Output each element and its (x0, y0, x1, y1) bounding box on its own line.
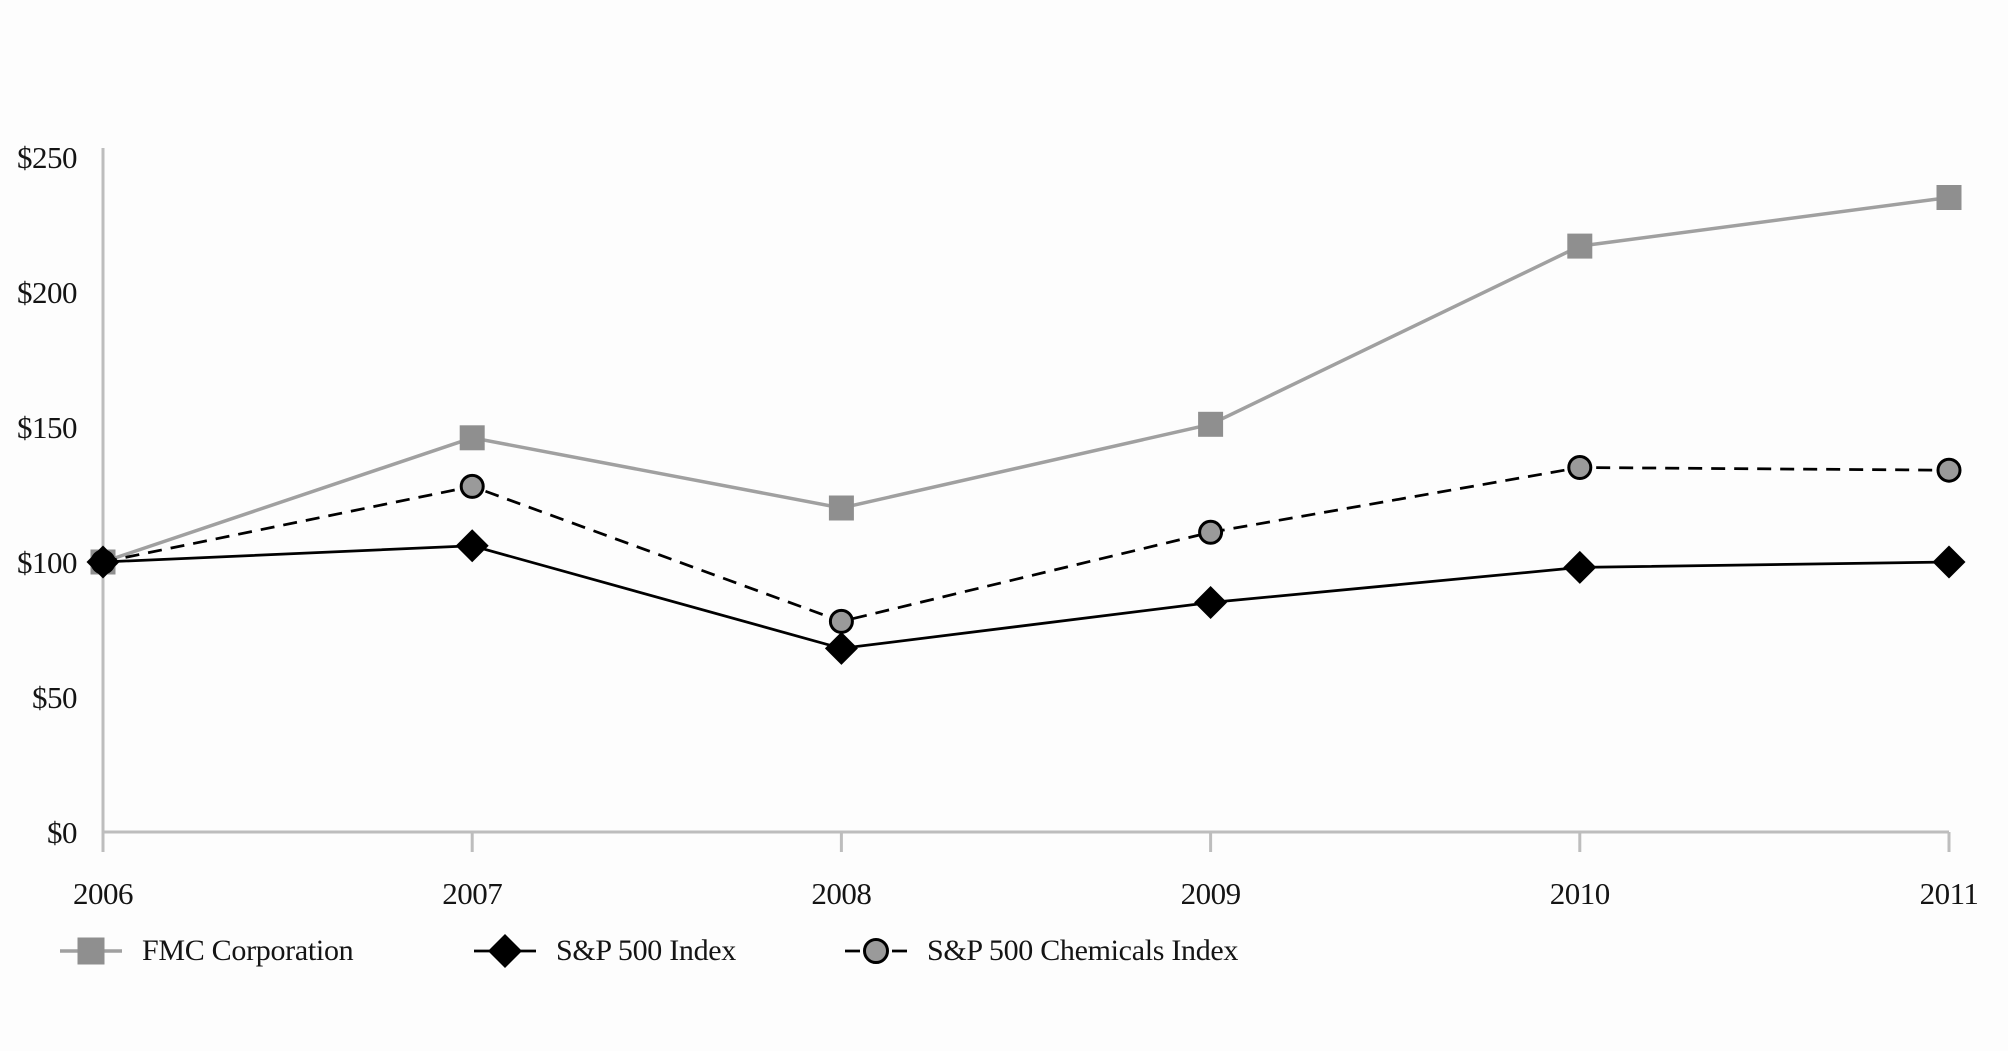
series-line-s-p-500-chemicals-index (102, 466, 1950, 623)
marker-circle (1198, 519, 1224, 545)
y-axis-label: $100 (17, 545, 77, 580)
legend-marker-square-icon (60, 937, 122, 965)
legend-circle (863, 938, 889, 964)
y-axis-label: $50 (32, 680, 77, 715)
x-axis-label: 2011 (1920, 876, 1979, 911)
legend-label-fmc-corporation: FMC Corporation (142, 934, 354, 967)
legend-item-fmc-corporation: FMC Corporation (58, 916, 354, 986)
y-axis-label: $250 (17, 140, 77, 175)
marker-circle (828, 608, 854, 634)
marker-square (459, 425, 485, 451)
marker-diamond (824, 631, 858, 665)
marker-diamond (1563, 550, 1597, 584)
chart-legend: FMC Corporation S&P 500 Index S&P 500 Ch… (0, 916, 2008, 986)
legend-item-sp500-index: S&P 500 Index (472, 916, 736, 986)
marker-diamond (1194, 586, 1228, 619)
x-axis-label: 2006 (73, 876, 133, 911)
marker-circle (459, 473, 485, 499)
legend-square (77, 937, 105, 965)
series-s-p-500-chemicals-index (90, 455, 1962, 634)
series-fmc-corporation (90, 185, 1962, 575)
marker-diamond (1932, 545, 1966, 579)
marker-square (1567, 233, 1593, 259)
marker-square (1936, 185, 1962, 210)
legend-diamond (488, 934, 522, 968)
legend-label-sp500-chemicals-index: S&P 500 Chemicals Index (927, 934, 1239, 967)
legend-item-sp500-chemicals-index: S&P 500 Chemicals Index (843, 916, 1238, 986)
marker-diamond (455, 529, 489, 563)
y-axis-label: $0 (47, 815, 77, 850)
marker-circle (1567, 455, 1593, 480)
series-line-s-p-500-index (102, 544, 1950, 650)
legend-label-sp500-index: S&P 500 Index (556, 934, 736, 967)
x-axis-label: 2010 (1550, 876, 1610, 911)
legend-marker-circle-icon (845, 938, 907, 964)
y-axis-label: $150 (17, 410, 77, 445)
marker-circle (1936, 457, 1962, 483)
marker-diamond (86, 545, 120, 579)
x-axis-label: 2009 (1181, 876, 1241, 911)
series-line-fmc-corporation (102, 195, 1950, 564)
legend-marker-diamond-icon (474, 934, 536, 968)
series-s-p-500-index (86, 529, 1966, 665)
marker-square (828, 495, 854, 521)
x-axis-label: 2008 (811, 876, 871, 911)
y-axis-label: $200 (17, 275, 77, 310)
x-axis-label: 2007 (442, 876, 502, 911)
marker-square (1198, 411, 1224, 437)
